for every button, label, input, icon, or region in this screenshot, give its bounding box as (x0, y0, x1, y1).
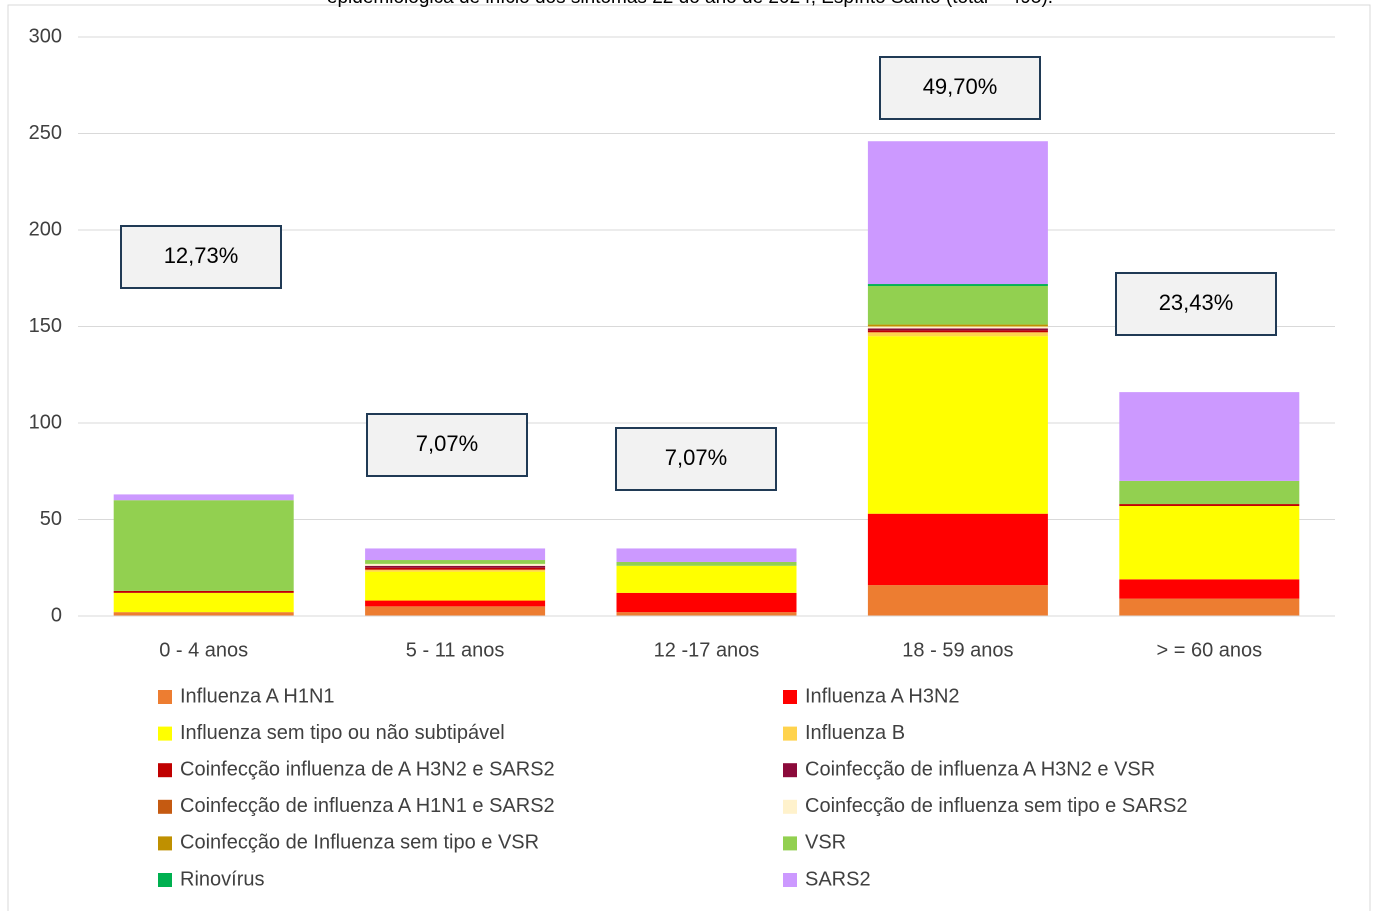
y-tick-label: 150 (29, 315, 62, 337)
legend-label: Coinfecção de influenza sem tipo e SARS2 (805, 795, 1187, 817)
legend-swatch (158, 873, 172, 887)
bar-segment (365, 548, 546, 561)
y-tick-label: 300 (29, 25, 62, 47)
bar-segment (365, 606, 546, 616)
bar-segment (1119, 392, 1300, 481)
bar-segment (365, 565, 546, 568)
legend-swatch (783, 726, 797, 741)
annotation-box (879, 56, 1041, 120)
annotation: 12,73% (164, 243, 239, 268)
bar-segment (867, 285, 1048, 325)
legend-label: Coinfecção de Influenza sem tipo e VSR (180, 832, 539, 854)
annotation-box (120, 225, 282, 289)
bar-segment (1119, 504, 1300, 506)
legend-swatch (783, 873, 797, 887)
chart-title: epidemiológica de início dos sintomas 22… (327, 0, 1053, 8)
legend-label: VSR (805, 832, 846, 854)
legend-swatch (783, 690, 797, 704)
bar-segment (867, 336, 1048, 514)
x-tick-label: 18 - 59 anos (902, 639, 1013, 661)
legend-label: Coinfecção influenza de A H3N2 e SARS2 (180, 758, 555, 780)
legend-label: Influenza sem tipo ou não subtipável (180, 722, 505, 744)
bar-segment (867, 326, 1048, 329)
annotation-box (615, 427, 777, 491)
bar-segment (365, 569, 546, 572)
y-tick-label: 50 (40, 508, 62, 530)
legend-label: Rinovírus (180, 868, 264, 890)
bar-segment (365, 563, 546, 566)
bar-segment (867, 328, 1048, 331)
bar-segment (867, 141, 1048, 285)
x-tick-label: > = 60 anos (1156, 639, 1262, 661)
bar-segment (365, 571, 546, 601)
x-tick-label: 0 - 4 anos (159, 639, 248, 661)
annotation: 23,43% (1159, 290, 1234, 315)
legend-label: Coinfecção de influenza A H1N1 e SARS2 (180, 795, 555, 817)
bar-segment (1119, 480, 1300, 505)
x-tick-label: 5 - 11 anos (406, 639, 505, 661)
legend-swatch (783, 763, 797, 778)
x-tick-label: 12 -17 anos (654, 639, 760, 661)
annotation: 7,07% (416, 431, 478, 456)
bar-segment (867, 585, 1048, 616)
bar-segment (616, 612, 797, 616)
legend-swatch (158, 690, 172, 704)
bar-segment (113, 612, 294, 616)
y-tick-label: 0 (51, 604, 62, 626)
bar-segment (113, 592, 294, 613)
annotation: 49,70% (923, 74, 998, 99)
legend-swatch (158, 799, 172, 814)
bar-segment (867, 330, 1048, 333)
y-tick-label: 250 (29, 122, 62, 144)
bar-segment (113, 494, 294, 501)
legend-label: Influenza B (805, 722, 905, 744)
legend-label: Influenza A H1N1 (180, 685, 335, 707)
bar-segment (616, 561, 797, 566)
bar-segment (113, 500, 294, 591)
bar-segment (365, 560, 546, 564)
legend-swatch (783, 836, 797, 851)
y-tick-label: 100 (29, 411, 62, 433)
bar-segment (113, 590, 294, 593)
bar-segment (867, 332, 1048, 337)
bar-segment (867, 284, 1048, 286)
bar-segment (1119, 598, 1300, 616)
legend-swatch (158, 836, 172, 851)
bar-segment (1119, 579, 1300, 599)
legend-swatch (158, 763, 172, 778)
legend-swatch (158, 726, 172, 741)
chart-border (7, 4, 1371, 911)
bar-segment (616, 548, 797, 562)
legend-label: Influenza A H3N2 (805, 685, 960, 707)
bar-segment (616, 565, 797, 593)
legend-label: SARS2 (805, 868, 871, 890)
legend-swatch (783, 799, 797, 814)
bar-segment (616, 592, 797, 613)
y-tick-label: 200 (29, 218, 62, 240)
annotation-box (366, 413, 528, 477)
bar-segment (365, 600, 546, 607)
bar-segment (867, 324, 1048, 327)
bar-segment (1119, 505, 1300, 580)
bar-segment (365, 567, 546, 570)
legend-label: Coinfecção de influenza A H3N2 e VSR (805, 758, 1155, 780)
annotation-box (1115, 272, 1277, 336)
annotation: 7,07% (665, 445, 727, 470)
bar-segment (867, 513, 1048, 586)
